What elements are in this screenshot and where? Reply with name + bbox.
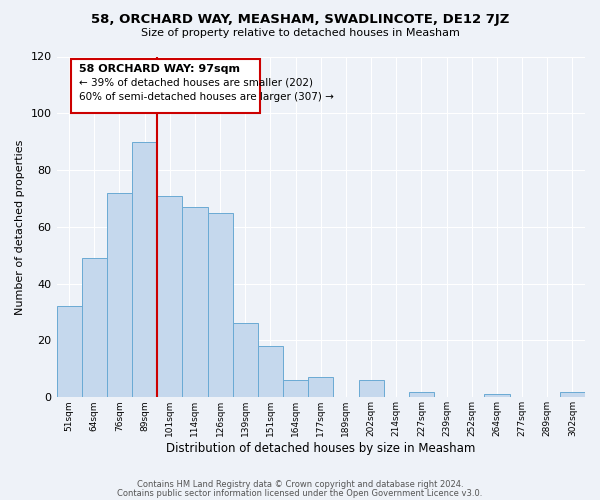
Text: 58, ORCHARD WAY, MEASHAM, SWADLINCOTE, DE12 7JZ: 58, ORCHARD WAY, MEASHAM, SWADLINCOTE, D… (91, 12, 509, 26)
Bar (484, 394, 509, 398)
FancyBboxPatch shape (71, 60, 260, 114)
Bar (258, 346, 283, 398)
Text: Contains HM Land Registry data © Crown copyright and database right 2024.: Contains HM Land Registry data © Crown c… (137, 480, 463, 489)
Bar (132, 142, 157, 398)
Bar (359, 380, 383, 398)
Bar (157, 196, 182, 398)
Bar (560, 392, 585, 398)
Bar (182, 207, 208, 398)
X-axis label: Distribution of detached houses by size in Measham: Distribution of detached houses by size … (166, 442, 475, 455)
Text: ← 39% of detached houses are smaller (202): ← 39% of detached houses are smaller (20… (79, 78, 313, 88)
Bar (82, 258, 107, 398)
Bar (208, 212, 233, 398)
Bar (283, 380, 308, 398)
Text: 60% of semi-detached houses are larger (307) →: 60% of semi-detached houses are larger (… (79, 92, 334, 102)
Text: 58 ORCHARD WAY: 97sqm: 58 ORCHARD WAY: 97sqm (79, 64, 239, 74)
Bar (409, 392, 434, 398)
Bar (308, 378, 334, 398)
Bar (56, 306, 82, 398)
Y-axis label: Number of detached properties: Number of detached properties (15, 139, 25, 314)
Text: Size of property relative to detached houses in Measham: Size of property relative to detached ho… (140, 28, 460, 38)
Bar (107, 193, 132, 398)
Bar (233, 324, 258, 398)
Text: Contains public sector information licensed under the Open Government Licence v3: Contains public sector information licen… (118, 488, 482, 498)
